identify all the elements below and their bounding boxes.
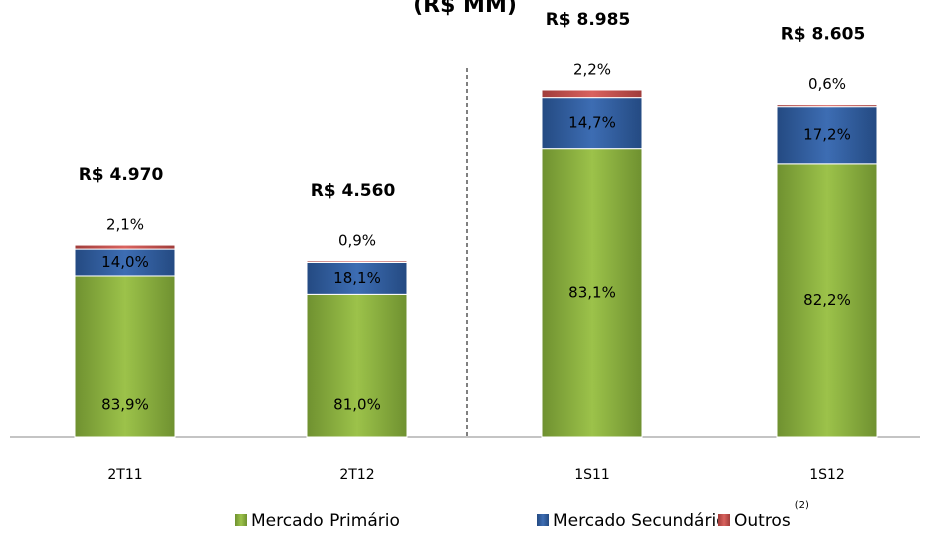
total-label: R$ 8.985 [546, 10, 631, 30]
legend-label: Mercado Primário [251, 511, 400, 531]
data-label: 17,2% [803, 126, 851, 144]
bar-segment [541, 148, 643, 438]
chart-title: (R$ MM) [413, 0, 517, 18]
data-label: 14,7% [568, 114, 616, 132]
data-label: 2,1% [106, 216, 144, 234]
bar-segment [541, 89, 643, 99]
data-label: 83,1% [568, 283, 616, 301]
legend-swatch [235, 514, 247, 526]
total-label: R$ 4.970 [79, 165, 164, 185]
bar-segment [74, 244, 176, 250]
bar-segment [776, 163, 878, 438]
bar-segment [74, 248, 176, 277]
total-label: R$ 4.560 [311, 181, 396, 201]
data-label: 83,9% [101, 396, 149, 414]
bar-segment [306, 260, 408, 263]
x-tick-label: 1S12 [809, 467, 845, 483]
data-label: 0,9% [338, 231, 376, 249]
data-label: 18,1% [333, 269, 381, 287]
bar-segment [541, 97, 643, 150]
x-tick-label: 1S11 [574, 467, 610, 483]
total-label: R$ 8.605 [781, 25, 866, 45]
legend-swatch [537, 514, 549, 526]
bar-segment [776, 104, 878, 108]
bar-segment [776, 106, 878, 165]
data-label: 81,0% [333, 396, 381, 414]
bar-segment [306, 293, 408, 438]
data-label: 82,2% [803, 291, 851, 309]
data-label: 2,2% [573, 61, 611, 79]
data-label: 0,6% [808, 75, 846, 93]
x-tick-label: 2T12 [339, 467, 374, 483]
legend-swatch [718, 514, 730, 526]
data-label: 14,0% [101, 253, 149, 271]
legend-label: Outros [734, 511, 791, 531]
legend-note: (2) [795, 500, 809, 511]
x-tick-label: 2T11 [107, 467, 142, 483]
legend-label: Mercado Secundário [553, 511, 727, 531]
